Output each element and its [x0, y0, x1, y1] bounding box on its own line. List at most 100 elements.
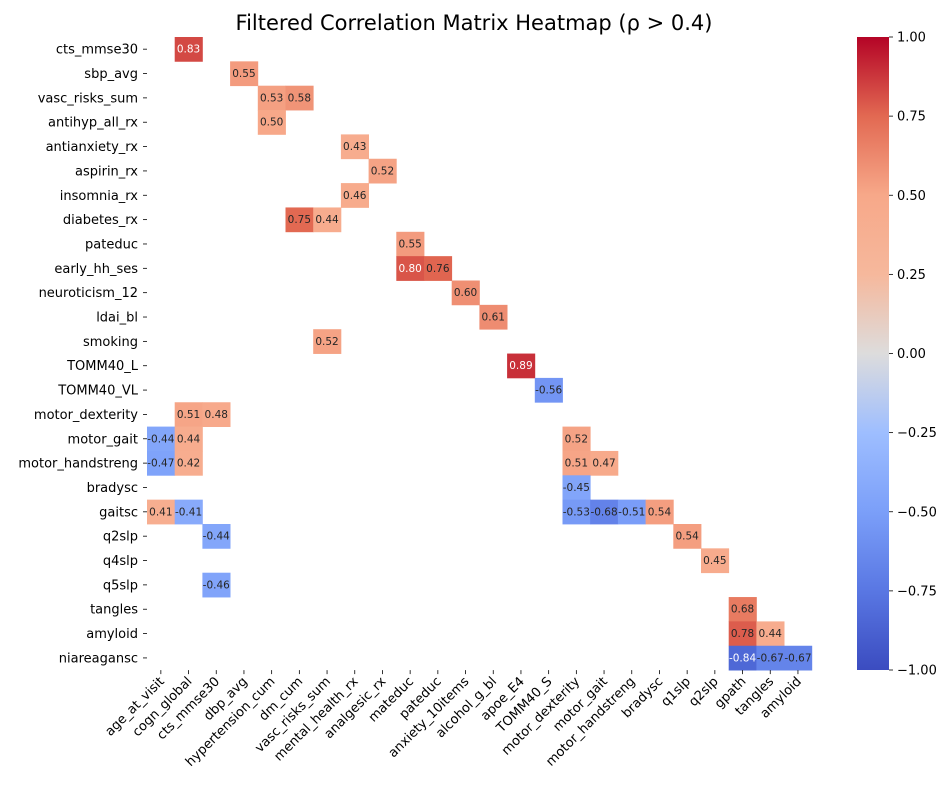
- y-tick-label: diabetes_rx: [63, 213, 138, 228]
- heatmap-cell: [424, 256, 453, 281]
- y-tick-label: motor_gait: [68, 432, 138, 447]
- x-tick-label: q1slp: [659, 674, 694, 709]
- heatmap-cell: [396, 231, 425, 257]
- cell-value-label: 0.53: [260, 92, 283, 104]
- colorbar-tick-label: 0.50: [897, 189, 926, 204]
- cell-value-label: -0.46: [203, 579, 230, 591]
- y-tick-label: motor_dexterity: [34, 408, 138, 423]
- cell-value-label: -0.84: [729, 652, 756, 664]
- cell-value-label: -0.53: [563, 506, 590, 518]
- cell-value-label: 0.60: [454, 287, 477, 299]
- cell-value-label: -0.45: [563, 482, 590, 494]
- heatmap-cell: [147, 450, 176, 476]
- heatmap-cell: [147, 426, 176, 452]
- cell-value-label: 0.51: [565, 458, 588, 470]
- cell-value-label: -0.44: [147, 433, 174, 445]
- cell-value-label: 0.78: [731, 628, 754, 640]
- cell-value-label: 0.83: [177, 44, 200, 56]
- heatmap-cell: [202, 572, 231, 598]
- heatmap-cell: [147, 499, 176, 525]
- cell-value-label: -0.47: [147, 458, 174, 470]
- colorbar-tick-label: 1.00: [897, 31, 926, 46]
- heatmap-cell: [534, 377, 563, 403]
- heatmap-cell: [230, 61, 259, 87]
- colorbar-tick-label: −0.75: [897, 584, 937, 599]
- heatmap-cell: [728, 597, 757, 622]
- cell-value-label: 0.80: [398, 263, 421, 275]
- colorbar-tick-label: −0.50: [897, 505, 937, 520]
- cell-value-label: 0.54: [648, 506, 672, 518]
- cell-value-label: 0.75: [288, 214, 311, 226]
- cell-value-label: -0.67: [784, 652, 811, 664]
- heatmap-cell: [784, 645, 813, 671]
- heatmap-cell: [645, 499, 674, 525]
- cell-value-label: 0.44: [315, 214, 339, 226]
- y-tick-label: motor_handstreng: [18, 457, 138, 472]
- cell-value-label: 0.47: [592, 458, 615, 470]
- heatmap-cell: [507, 353, 536, 379]
- heatmap-cell: [562, 426, 591, 452]
- cell-value-label: -0.56: [535, 385, 562, 397]
- cell-value-label: 0.58: [288, 92, 311, 104]
- heatmap-cell-labels: 0.83 0.55 0.53 0.58 0.50 0.43 0.52 0.46 0.75 0.44…: [147, 44, 811, 665]
- heatmap-cell: [562, 450, 591, 476]
- cell-value-label: 0.48: [205, 409, 228, 421]
- heatmap-cell: [202, 402, 231, 427]
- colorbar: 1.00 0.75 0.50 0.25 0.00 −0.25 −0.50 −0.75 −1.00: [857, 31, 937, 679]
- colorbar-tick-label: 0.00: [897, 347, 926, 362]
- y-tick-label: TOMM40_L: [66, 359, 139, 374]
- cell-value-label: 0.44: [177, 433, 201, 445]
- y-tick-label: gaitsc: [99, 505, 138, 520]
- heatmap-cell: [756, 621, 785, 647]
- heatmap-cell: [340, 183, 369, 208]
- cell-value-label: 0.52: [315, 336, 338, 348]
- cell-value-label: -0.41: [175, 506, 202, 518]
- cell-value-label: -0.44: [203, 531, 230, 543]
- heatmap-cell: [313, 329, 342, 354]
- cell-value-label: 0.45: [703, 555, 726, 567]
- heatmap-cell: [368, 158, 397, 184]
- heatmap-cell: [396, 256, 425, 281]
- y-axis: cts_mmse30 sbp_avg vasc_risks_sum antihyp_a…: [18, 43, 147, 666]
- colorbar-gradient: [857, 37, 889, 670]
- heatmap-cell: [285, 207, 314, 233]
- cell-value-label: 0.41: [149, 506, 172, 518]
- heatmap-cell: [590, 499, 619, 525]
- cell-value-label: 0.68: [731, 604, 754, 616]
- y-tick-label: smoking: [83, 335, 138, 350]
- colorbar-tick-label: 0.75: [897, 110, 926, 125]
- y-tick-label: cts_mmse30: [56, 43, 138, 58]
- heatmap-cell: [340, 134, 369, 160]
- y-tick-label: q4slp: [103, 554, 138, 569]
- heatmap-cell: [313, 207, 342, 233]
- y-tick-label: tangles: [90, 603, 138, 618]
- colorbar-tick-label: −0.25: [897, 426, 937, 441]
- cell-value-label: 0.46: [343, 190, 367, 202]
- heatmap-cell: [562, 475, 591, 501]
- heatmap-cell: [590, 450, 619, 476]
- heatmap-cell: [728, 645, 757, 671]
- y-tick-label: antihyp_all_rx: [48, 116, 138, 131]
- heatmap-cell: [174, 402, 203, 427]
- cell-value-label: 0.43: [343, 141, 366, 153]
- x-axis: age_at_visitcogn_globalcts_mmse30dbp_avg…: [103, 670, 805, 770]
- cell-value-label: 0.55: [398, 238, 421, 250]
- cell-value-label: 0.50: [260, 117, 283, 129]
- y-tick-label: insomnia_rx: [60, 189, 139, 204]
- heatmap-cell: [673, 524, 702, 549]
- heatmap-cells: [147, 37, 813, 671]
- y-tick-label: TOMM40_VL: [57, 384, 139, 399]
- y-tick-label: neuroticism_12: [39, 286, 138, 301]
- y-tick-label: q2slp: [103, 530, 138, 545]
- heatmap-cell: [451, 280, 480, 306]
- cell-value-label: 0.52: [371, 165, 394, 177]
- heatmap-cell: [174, 499, 203, 525]
- cell-value-label: -0.67: [757, 652, 784, 664]
- cell-value-label: 0.44: [759, 628, 783, 640]
- y-tick-label: q5slp: [103, 578, 138, 593]
- cell-value-label: 0.76: [426, 263, 450, 275]
- heatmap-cell: [479, 304, 508, 330]
- cell-value-label: 0.61: [482, 312, 505, 324]
- heatmap-cell: [174, 426, 203, 452]
